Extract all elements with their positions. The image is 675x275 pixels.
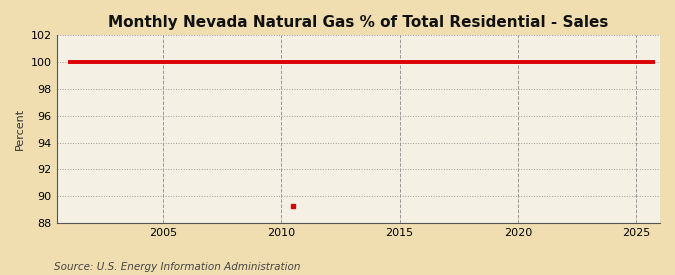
Text: Source: U.S. Energy Information Administration: Source: U.S. Energy Information Administ…	[54, 262, 300, 272]
Y-axis label: Percent: Percent	[15, 108, 25, 150]
Title: Monthly Nevada Natural Gas % of Total Residential - Sales: Monthly Nevada Natural Gas % of Total Re…	[108, 15, 608, 30]
